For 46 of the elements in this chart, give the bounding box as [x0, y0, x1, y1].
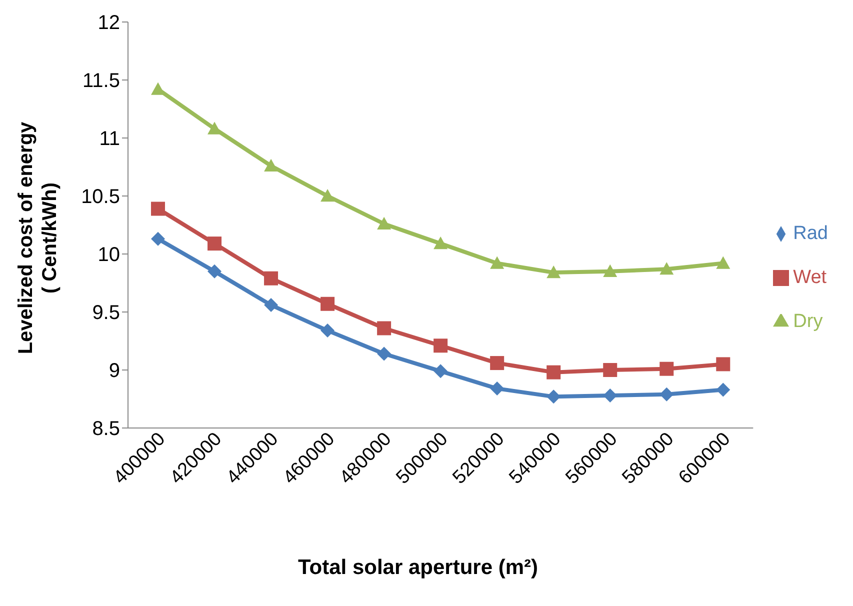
- y-tick-label: 8.5: [92, 418, 120, 440]
- point: [208, 264, 222, 278]
- y-tick-label: 12: [98, 12, 120, 34]
- point: [660, 362, 674, 376]
- point: [434, 236, 448, 250]
- point: [320, 324, 335, 338]
- point: [264, 158, 278, 172]
- point: [434, 338, 448, 353]
- point: [151, 202, 165, 216]
- point: [660, 387, 674, 402]
- point: [320, 189, 335, 202]
- point: [546, 266, 561, 278]
- point: [490, 356, 504, 370]
- legend-label: Wet: [793, 267, 827, 288]
- point: [264, 271, 278, 286]
- legend-label: Dry: [793, 311, 823, 332]
- point: [716, 256, 730, 269]
- point: [603, 363, 618, 377]
- point: [208, 236, 222, 251]
- point: [716, 357, 730, 372]
- point: [320, 296, 335, 311]
- point: [264, 298, 278, 312]
- point: [377, 346, 392, 361]
- y-tick-label: 11: [99, 128, 120, 150]
- point: [660, 262, 674, 275]
- y-tick-label: 10.5: [81, 186, 120, 208]
- y-tick-label: 10: [98, 244, 120, 266]
- point: [716, 382, 730, 397]
- point: [434, 364, 448, 378]
- y-tick-label: 9.5: [92, 302, 120, 324]
- point: [490, 256, 504, 269]
- point: [151, 232, 165, 246]
- point: [546, 365, 561, 380]
- point: [603, 388, 618, 403]
- point: [603, 264, 618, 277]
- point: [490, 382, 504, 396]
- point: [377, 216, 392, 230]
- x-axis-title: Total solar aperture (m²): [297, 556, 539, 580]
- y-tick-label: 9: [108, 360, 120, 382]
- point: [546, 390, 561, 404]
- y-axis-title: Levelized cost of energy ( Cent/kWh): [15, 120, 61, 354]
- legend-label: Rad: [793, 223, 828, 244]
- point: [151, 82, 165, 95]
- point: [208, 122, 222, 134]
- point: [377, 321, 392, 336]
- y-tick-label: 11.5: [82, 70, 120, 92]
